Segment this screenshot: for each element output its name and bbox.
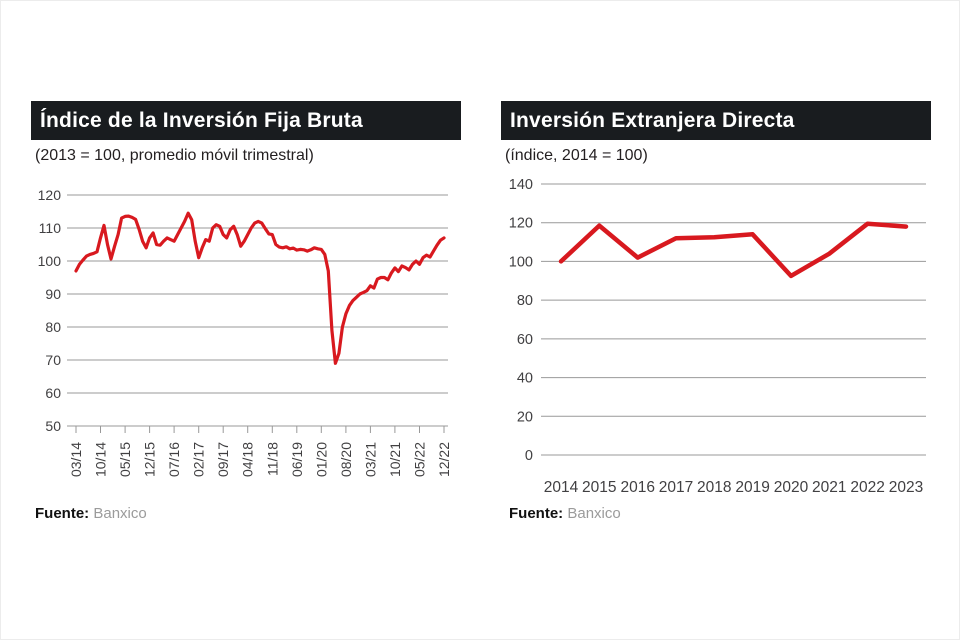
x-axis-tick-label: 2016: [620, 479, 654, 496]
chart-title: Inversión Extranjera Directa: [510, 108, 795, 132]
source-label: Fuente:: [35, 505, 90, 522]
y-axis-tick-label: 40: [517, 371, 533, 387]
x-axis-tick-label: 06/19: [289, 442, 305, 477]
source-line: Fuente: Banxico: [509, 505, 621, 522]
x-axis-tick-label: 04/18: [240, 442, 256, 477]
y-axis-tick-label: 110: [39, 220, 62, 236]
y-axis-tick-label: 100: [509, 254, 533, 270]
title-bar-inversion-extranjera-directa: Inversión Extranjera Directa: [501, 101, 931, 140]
chart-subtitle: (índice, 2014 = 100): [505, 147, 648, 164]
data-series-line: [74, 211, 446, 365]
x-axis-tick-label: 2014: [544, 479, 579, 496]
x-axis-tick-label: 2023: [889, 479, 923, 496]
y-axis-tick-label: 120: [38, 187, 62, 203]
title-bar-inversion-fija-bruta: Índice de la Inversión Fija Bruta: [31, 101, 461, 140]
x-axis-tick-label: 2021: [812, 479, 846, 496]
source-value: Banxico: [93, 505, 147, 522]
y-axis-tick-label: 0: [525, 448, 533, 464]
x-axis-tick-label: 07/16: [166, 442, 182, 477]
x-axis-tick-label: 2022: [850, 479, 884, 496]
y-axis-tick-label: 90: [45, 286, 61, 302]
x-axis-tick-label: 05/22: [412, 442, 428, 477]
y-axis-tick-label: 120: [509, 216, 533, 232]
y-axis-tick-label: 60: [45, 385, 61, 401]
y-axis-tick-label: 60: [517, 332, 533, 348]
y-axis-tick-label: 70: [45, 352, 61, 368]
x-axis-tick-label: 10/14: [93, 442, 109, 477]
y-axis-tick-label: 100: [38, 253, 62, 269]
x-axis-tick-label: 2020: [774, 479, 809, 496]
y-axis-tick-label: 20: [517, 409, 533, 425]
y-axis-tick-label: 80: [45, 319, 61, 335]
x-axis-tick-label: 11/18: [264, 442, 280, 476]
x-axis-tick-label: 09/17: [215, 442, 231, 477]
data-series-line: [558, 221, 909, 279]
x-axis-tick-label: 10/21: [387, 442, 403, 477]
chart-subtitle: (2013 = 100, promedio móvil trimestral): [35, 147, 314, 164]
y-axis-tick-label: 50: [45, 418, 61, 434]
chart-title: Índice de la Inversión Fija Bruta: [40, 108, 363, 132]
x-axis-tick-label: 03/21: [362, 442, 378, 477]
x-axis-tick-label: 2017: [659, 479, 693, 496]
x-axis-tick-label: 2018: [697, 479, 731, 496]
source-label: Fuente:: [509, 505, 564, 522]
x-axis-tick-label: 2015: [582, 479, 616, 496]
x-axis-tick-label: 12/22: [436, 442, 452, 477]
x-axis-tick-label: 2019: [735, 479, 769, 496]
y-axis-tick-label: 80: [517, 293, 533, 309]
source-value: Banxico: [567, 505, 621, 522]
source-line: Fuente: Banxico: [35, 505, 147, 522]
x-axis-tick-label: 03/14: [68, 442, 84, 477]
x-axis-tick-label: 02/17: [191, 442, 207, 477]
x-axis-tick-label: 01/20: [313, 442, 329, 477]
y-axis-tick-label: 140: [509, 177, 533, 193]
x-axis-tick-label: 12/15: [142, 442, 158, 477]
x-axis-tick-label: 05/15: [117, 442, 133, 477]
x-axis-tick-label: 08/20: [338, 442, 354, 477]
